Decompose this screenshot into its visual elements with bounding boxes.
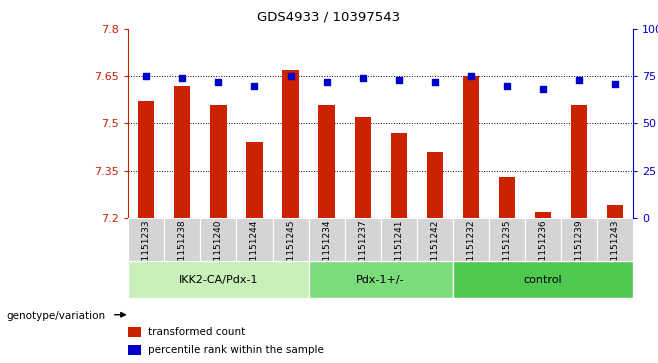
Text: GSM1151235: GSM1151235 [502, 220, 511, 280]
Bar [128, 261, 309, 298]
Point [357, 75, 368, 81]
Text: GSM1151237: GSM1151237 [358, 220, 367, 280]
Bar [525, 218, 561, 261]
Bar [282, 70, 299, 218]
Bar [309, 261, 453, 298]
Text: GSM1151241: GSM1151241 [394, 220, 403, 280]
Text: GSM1151234: GSM1151234 [322, 220, 331, 280]
Point [177, 75, 188, 81]
Bar [489, 218, 525, 261]
Bar [345, 218, 380, 261]
Text: GSM1151232: GSM1151232 [467, 220, 475, 280]
Bar [380, 218, 417, 261]
Text: GSM1151243: GSM1151243 [611, 220, 619, 280]
Bar [272, 218, 309, 261]
Bar [570, 105, 587, 218]
Point [141, 73, 151, 79]
Point [249, 83, 260, 89]
Point [321, 79, 332, 85]
Bar [128, 327, 141, 337]
Bar [597, 218, 633, 261]
Point [538, 86, 548, 92]
Text: IKK2-CA/Pdx-1: IKK2-CA/Pdx-1 [179, 274, 258, 285]
Text: GSM1151245: GSM1151245 [286, 220, 295, 280]
Text: GSM1151233: GSM1151233 [142, 220, 151, 280]
Bar [201, 218, 236, 261]
Bar [236, 218, 272, 261]
Text: GDS4933 / 10397543: GDS4933 / 10397543 [257, 11, 401, 24]
Bar [453, 261, 633, 298]
Point [501, 83, 512, 89]
Point [465, 73, 476, 79]
Text: genotype/variation: genotype/variation [7, 311, 106, 321]
Text: Pdx-1+/-: Pdx-1+/- [357, 274, 405, 285]
Text: GSM1151242: GSM1151242 [430, 220, 440, 280]
Bar [138, 101, 155, 218]
Bar [355, 117, 370, 218]
Text: percentile rank within the sample: percentile rank within the sample [148, 345, 324, 355]
Bar [318, 105, 335, 218]
Point [213, 79, 224, 85]
Text: GSM1151240: GSM1151240 [214, 220, 223, 280]
Text: GSM1151244: GSM1151244 [250, 220, 259, 280]
Text: transformed count: transformed count [148, 327, 245, 337]
Bar [211, 105, 226, 218]
Point [574, 77, 584, 83]
Point [610, 81, 620, 87]
Bar [607, 205, 623, 218]
Bar [128, 218, 164, 261]
Text: control: control [524, 274, 562, 285]
Bar [426, 152, 443, 218]
Bar [453, 218, 489, 261]
Bar [174, 86, 191, 218]
Bar [309, 218, 345, 261]
Bar [128, 345, 141, 355]
Bar [463, 76, 479, 218]
Text: GSM1151238: GSM1151238 [178, 220, 187, 280]
Bar [391, 133, 407, 218]
Point [286, 73, 296, 79]
Bar [246, 142, 263, 218]
Text: GSM1151236: GSM1151236 [538, 220, 547, 280]
Bar [535, 212, 551, 218]
Text: GSM1151239: GSM1151239 [574, 220, 584, 280]
Bar [417, 218, 453, 261]
Point [430, 79, 440, 85]
Bar [164, 218, 201, 261]
Bar [561, 218, 597, 261]
Point [393, 77, 404, 83]
Bar [499, 177, 515, 218]
